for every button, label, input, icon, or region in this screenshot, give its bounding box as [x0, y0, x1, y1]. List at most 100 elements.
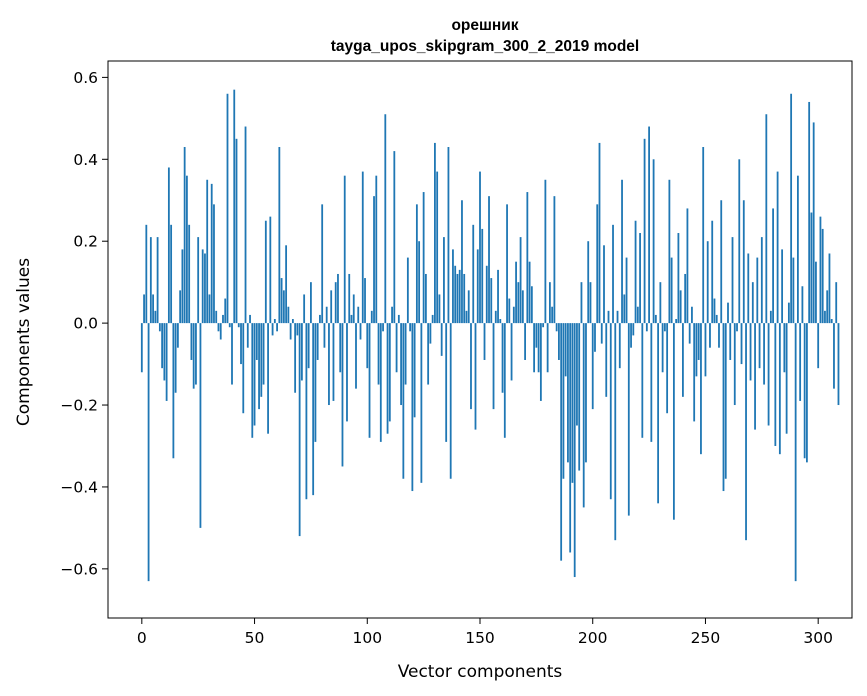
bar-156: [492, 323, 495, 410]
bar-7: [156, 237, 159, 324]
bar-220: [636, 306, 639, 324]
bar-64: [285, 245, 288, 324]
bar-104: [375, 175, 378, 324]
bar-53: [260, 323, 263, 397]
bar-82: [325, 306, 328, 324]
bar-305: [828, 253, 831, 324]
bar-56: [267, 323, 269, 434]
bar-138: [452, 249, 454, 324]
bar-86: [334, 282, 337, 324]
bar-263: [733, 323, 736, 406]
bar-253: [711, 220, 714, 324]
bar-205: [603, 245, 605, 324]
bar-118: [406, 257, 409, 324]
bar-239: [679, 290, 682, 324]
bar-175: [535, 323, 538, 348]
bar-132: [438, 294, 441, 324]
bar-126: [424, 273, 427, 324]
bar-251: [706, 241, 709, 324]
bar-245: [693, 323, 696, 422]
bar-279: [769, 310, 772, 324]
x-tick-label: 50: [245, 629, 265, 647]
bar-123: [418, 241, 421, 324]
bar-66: [289, 323, 292, 340]
bar-201: [594, 323, 596, 352]
bar-214: [623, 294, 626, 324]
bar-155: [490, 278, 493, 324]
bar-171: [526, 192, 529, 324]
bar-281: [774, 323, 777, 446]
bar-265: [738, 159, 741, 324]
bar-217: [630, 323, 632, 348]
bar-48: [249, 314, 251, 324]
bar-20: [186, 175, 188, 324]
bar-254: [713, 298, 716, 324]
bar-264: [736, 323, 738, 332]
bar-43: [237, 323, 240, 328]
bar-180: [546, 323, 549, 373]
bar-95: [355, 323, 357, 389]
bar-72: [303, 294, 306, 324]
bar-68: [294, 323, 297, 393]
bar-285: [783, 323, 786, 373]
bar-157: [494, 310, 497, 324]
bar-292: [799, 323, 802, 401]
bar-299: [815, 261, 817, 324]
bar-19: [183, 147, 186, 324]
bar-116: [402, 323, 405, 479]
bar-114: [397, 314, 400, 324]
bar-45: [242, 323, 245, 414]
bar-244: [691, 306, 693, 324]
bar-67: [291, 319, 294, 324]
bar-223: [643, 138, 646, 324]
bar-62: [280, 278, 283, 324]
bar-58: [271, 323, 274, 336]
bar-154: [488, 196, 490, 324]
x-axis-label: Vector components: [398, 662, 563, 682]
bar-200: [591, 323, 594, 410]
bar-18: [181, 249, 184, 324]
bar-29: [206, 179, 209, 324]
bar-213: [621, 179, 623, 324]
bar-37: [224, 298, 227, 324]
bar-278: [767, 323, 770, 426]
bar-218: [632, 323, 635, 336]
bar-41: [233, 89, 236, 324]
bar-309: [837, 323, 840, 406]
bar-30: [208, 294, 211, 324]
bar-3: [147, 323, 150, 582]
bar-298: [812, 122, 815, 324]
bar-90: [343, 175, 346, 324]
bar-160: [501, 323, 504, 393]
bar-111: [391, 306, 393, 324]
bar-40: [231, 323, 233, 385]
bar-102: [370, 310, 373, 324]
bar-255: [715, 314, 718, 324]
bar-306: [830, 319, 833, 324]
bar-303: [824, 310, 826, 324]
bar-27: [201, 249, 204, 324]
bar-273: [756, 257, 759, 324]
bar-307: [833, 323, 835, 389]
bar-210: [614, 323, 617, 541]
y-axis-label: Components values: [14, 258, 34, 426]
bar-144: [465, 310, 468, 324]
bar-5: [152, 294, 154, 324]
bar-47: [246, 323, 249, 348]
bar-148: [474, 323, 477, 430]
y-tick-label: −0.4: [60, 478, 98, 496]
bar-250: [704, 323, 707, 377]
bar-287: [787, 302, 790, 324]
bar-71: [300, 323, 303, 381]
bar-260: [727, 302, 729, 324]
bar-147: [472, 224, 475, 324]
bar-99: [364, 278, 366, 324]
bar-204: [600, 323, 603, 344]
bar-87: [337, 273, 339, 324]
bar-149: [476, 249, 479, 324]
bar-28: [204, 253, 206, 324]
bar-24: [195, 323, 197, 385]
bar-179: [544, 179, 547, 324]
bar-117: [404, 323, 407, 385]
bar-106: [379, 323, 382, 442]
